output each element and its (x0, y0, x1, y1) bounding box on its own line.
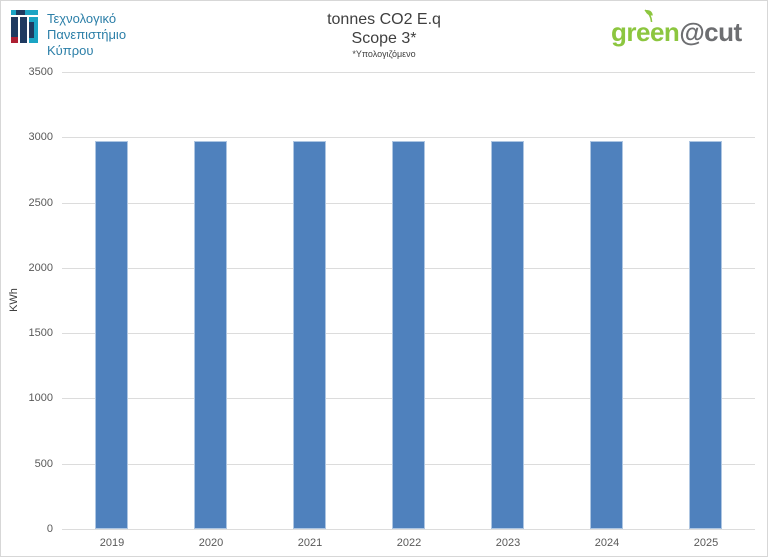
greencut-logo: green@cut (611, 9, 742, 48)
x-tick-label: 2022 (396, 537, 422, 549)
university-name: Τεχνολογικό Πανεπιστήμιο Κύπρου (47, 11, 126, 59)
bar (95, 141, 128, 529)
university-name-line: Πανεπιστήμιο (47, 27, 127, 42)
y-tick-label: 2000 (28, 262, 53, 274)
y-tick-label: 0 (46, 523, 53, 535)
university-logo: Τεχνολογικό Πανεπιστήμιο Κύπρου (11, 10, 126, 59)
y-tick-label: 2500 (28, 197, 53, 209)
bar (194, 141, 227, 529)
bar (590, 141, 623, 529)
greencut-logo-gray: @cut (679, 17, 742, 47)
x-tick-label: 2025 (693, 537, 719, 549)
university-name-line: Κύπρου (47, 43, 94, 58)
y-tick-label: 1000 (28, 392, 53, 404)
bar (491, 141, 524, 529)
y-tick-label: 1500 (28, 327, 53, 339)
bar (689, 141, 722, 529)
y-tick-label: 3000 (28, 131, 53, 143)
university-logo-icon (11, 10, 38, 43)
greencut-logo-green: green (611, 17, 680, 47)
gridline (62, 529, 755, 530)
x-tick-label: 2019 (99, 537, 125, 549)
gridline (62, 72, 755, 73)
bar (293, 141, 326, 529)
gridline (62, 137, 755, 138)
y-axis-title: KWh (8, 288, 20, 312)
y-tick-label: 500 (34, 458, 53, 470)
x-tick-label: 2021 (297, 537, 323, 549)
bar (392, 141, 425, 529)
university-name-line: Τεχνολογικό (47, 11, 117, 26)
leaf-icon (644, 9, 653, 22)
x-tick-label: 2023 (495, 537, 521, 549)
y-tick-label: 3500 (28, 66, 53, 78)
x-tick-label: 2024 (594, 537, 620, 549)
x-tick-label: 2020 (198, 537, 224, 549)
